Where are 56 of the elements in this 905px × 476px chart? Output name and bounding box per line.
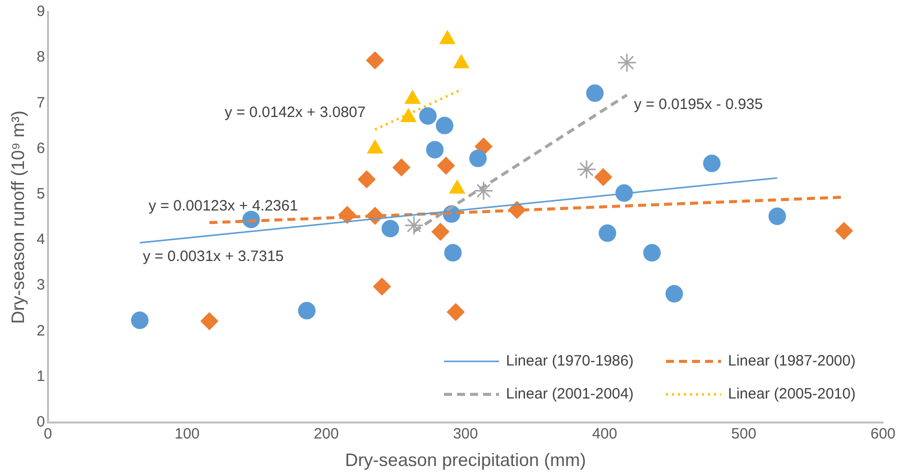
point [835, 222, 853, 240]
x-tick-label: 500 [731, 426, 756, 443]
x-tick-label: 400 [592, 426, 618, 443]
point [594, 168, 612, 186]
point [200, 312, 218, 330]
point [768, 208, 786, 226]
legend-label: Linear (1970-1986) [506, 352, 634, 370]
point [437, 156, 455, 174]
annotation: y = 0.0142x + 3.0807 [224, 104, 366, 122]
y-tick-label: 5 [36, 186, 45, 203]
point [576, 160, 596, 180]
point [643, 244, 661, 262]
point [298, 302, 316, 320]
point [474, 181, 494, 200]
legend-label: Linear (1987-2000) [728, 352, 856, 370]
point [617, 52, 637, 72]
point [382, 220, 400, 238]
y-tick-label: 2 [36, 322, 45, 340]
y-tick-label: 0 [36, 414, 45, 431]
point [474, 138, 492, 156]
point [419, 107, 437, 125]
annotation: y = 0.0195x - 0.935 [634, 96, 763, 113]
x-tick-label: 600 [870, 426, 896, 443]
y-axis-title: Dry-season runoff (10⁹ m³) [8, 110, 28, 324]
y-tick-label: 1 [36, 368, 45, 385]
x-tick-label: 300 [452, 426, 478, 443]
point [446, 303, 464, 321]
annotation: y = 0.00123x + 4.2361 [148, 198, 298, 215]
point [131, 312, 149, 330]
y-tick-label: 8 [36, 48, 45, 66]
point [586, 84, 604, 102]
point [366, 52, 384, 70]
y-tick-label: 9 [36, 3, 45, 20]
annotation: y = 0.0031x + 3.7315 [142, 248, 284, 266]
point [358, 170, 376, 188]
x-tick-label: 200 [314, 426, 339, 443]
legend-label: Linear (2005-2010) [728, 386, 856, 403]
point [426, 140, 444, 158]
point [444, 244, 462, 262]
point [436, 116, 454, 134]
y-tick-label: 6 [36, 140, 45, 157]
point [598, 224, 616, 242]
point [404, 216, 424, 236]
x-axis-title: Dry-season precipitation (mm) [344, 450, 586, 470]
point [392, 158, 410, 176]
point [373, 278, 391, 296]
x-tick-label: 100 [174, 426, 200, 443]
point [665, 285, 683, 303]
point [469, 150, 487, 168]
point [703, 154, 721, 172]
y-tick-label: 4 [36, 231, 45, 248]
point [432, 223, 450, 241]
point [615, 184, 633, 202]
y-tick-label: 7 [36, 94, 45, 112]
legend-label: Linear (2001-2004) [506, 386, 634, 403]
y-tick-label: 3 [36, 276, 45, 294]
